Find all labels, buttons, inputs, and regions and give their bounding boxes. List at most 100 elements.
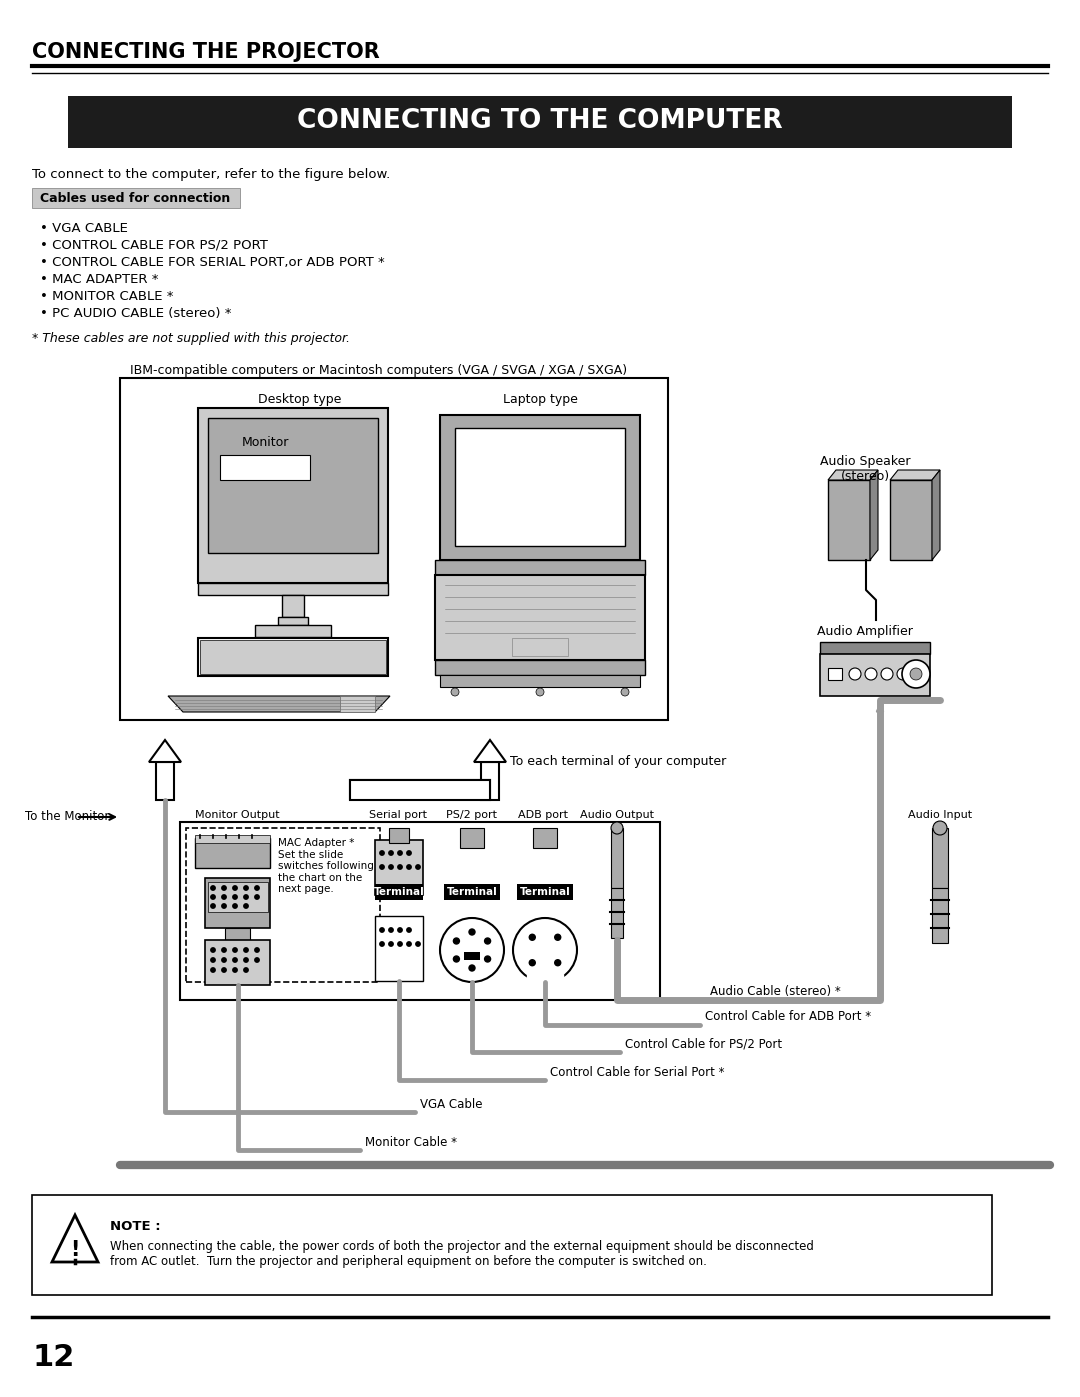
Bar (375, 840, 423, 895)
Circle shape (233, 886, 238, 890)
Bar (278, 617, 308, 624)
Circle shape (910, 668, 922, 680)
Bar (375, 884, 423, 900)
Circle shape (389, 865, 393, 869)
Bar (932, 828, 948, 888)
Text: • MONITOR CABLE *: • MONITOR CABLE * (40, 291, 174, 303)
Bar (464, 951, 480, 960)
Bar (435, 560, 645, 576)
Circle shape (221, 947, 226, 953)
Polygon shape (149, 740, 181, 761)
Text: To each terminal of your computer: To each terminal of your computer (510, 756, 726, 768)
Bar (517, 884, 573, 900)
Bar (444, 884, 500, 900)
Circle shape (416, 942, 420, 946)
Text: CONNECTING THE PROJECTOR: CONNECTING THE PROJECTOR (32, 42, 380, 61)
Bar (186, 828, 380, 982)
Bar (205, 877, 270, 928)
Polygon shape (440, 415, 640, 560)
Text: CONNECTING TO THE COMPUTER: CONNECTING TO THE COMPUTER (297, 108, 783, 134)
Text: Cables used for connection: Cables used for connection (40, 191, 230, 204)
Circle shape (389, 928, 393, 932)
Text: To connect to the computer, refer to the figure below.: To connect to the computer, refer to the… (32, 168, 390, 182)
Circle shape (221, 968, 226, 972)
Text: IBM-compatible computers or Macintosh computers (VGA / SVGA / XGA / SXGA): IBM-compatible computers or Macintosh co… (130, 365, 627, 377)
Text: * These cables are not supplied with this projector.: * These cables are not supplied with thi… (32, 332, 350, 345)
Bar (68, 96, 1012, 148)
Bar (890, 481, 932, 560)
Circle shape (221, 886, 226, 890)
Circle shape (407, 942, 411, 946)
Bar (460, 828, 484, 848)
Bar (350, 780, 490, 800)
Polygon shape (890, 469, 940, 481)
Circle shape (244, 886, 248, 890)
Text: • CONTROL CABLE FOR PS/2 PORT: • CONTROL CABLE FOR PS/2 PORT (40, 239, 268, 251)
Circle shape (469, 929, 475, 935)
Text: NOTE :: NOTE : (110, 1220, 161, 1234)
Circle shape (255, 886, 259, 890)
Bar (208, 882, 268, 912)
Circle shape (933, 821, 947, 835)
Circle shape (233, 947, 238, 953)
Bar (389, 828, 409, 842)
Bar (820, 643, 930, 654)
Bar (282, 595, 303, 617)
Circle shape (221, 895, 226, 900)
Circle shape (389, 942, 393, 946)
Bar (195, 835, 270, 842)
Circle shape (451, 687, 459, 696)
Bar (440, 675, 640, 687)
Circle shape (233, 958, 238, 963)
Text: Desktop type: Desktop type (258, 393, 341, 407)
Text: Audio Amplifier: Audio Amplifier (818, 624, 913, 638)
Circle shape (255, 895, 259, 900)
Circle shape (244, 904, 248, 908)
Bar (156, 761, 174, 800)
Circle shape (407, 928, 411, 932)
Text: Terminal: Terminal (519, 887, 570, 897)
Circle shape (211, 968, 215, 972)
Bar (200, 640, 386, 673)
Circle shape (416, 865, 420, 869)
Bar (375, 916, 423, 981)
Bar (208, 418, 378, 553)
Circle shape (397, 928, 402, 932)
Text: Monitor: Monitor (241, 436, 288, 448)
Circle shape (233, 904, 238, 908)
Circle shape (380, 851, 384, 855)
Bar (225, 928, 249, 943)
Circle shape (397, 942, 402, 946)
Text: Control Cable for ADB Port *: Control Cable for ADB Port * (705, 1010, 872, 1024)
Text: !: ! (70, 1241, 80, 1260)
Circle shape (902, 659, 930, 687)
Text: Laptop type: Laptop type (502, 393, 578, 407)
Polygon shape (932, 469, 940, 560)
Bar (527, 974, 563, 982)
Polygon shape (870, 469, 878, 560)
Bar (820, 654, 930, 696)
Polygon shape (52, 1215, 98, 1261)
Circle shape (211, 958, 215, 963)
Bar (611, 888, 623, 937)
Text: MAC Adapter *
Set the slide
switches following
the chart on the
next page.: MAC Adapter * Set the slide switches fol… (278, 838, 374, 894)
Bar (255, 624, 330, 637)
Circle shape (211, 895, 215, 900)
Circle shape (407, 865, 411, 869)
Bar (205, 940, 270, 985)
Circle shape (469, 965, 475, 971)
Circle shape (881, 668, 893, 680)
Bar (32, 189, 240, 208)
Bar (120, 379, 669, 719)
Polygon shape (168, 696, 390, 712)
Circle shape (211, 947, 215, 953)
Circle shape (611, 821, 623, 834)
Text: PS/2 port: PS/2 port (446, 810, 498, 820)
Circle shape (555, 935, 561, 940)
Text: Terminal: Terminal (374, 887, 424, 897)
Text: ADB port: ADB port (518, 810, 568, 820)
Circle shape (529, 960, 536, 965)
Circle shape (244, 947, 248, 953)
Circle shape (221, 904, 226, 908)
Circle shape (244, 958, 248, 963)
